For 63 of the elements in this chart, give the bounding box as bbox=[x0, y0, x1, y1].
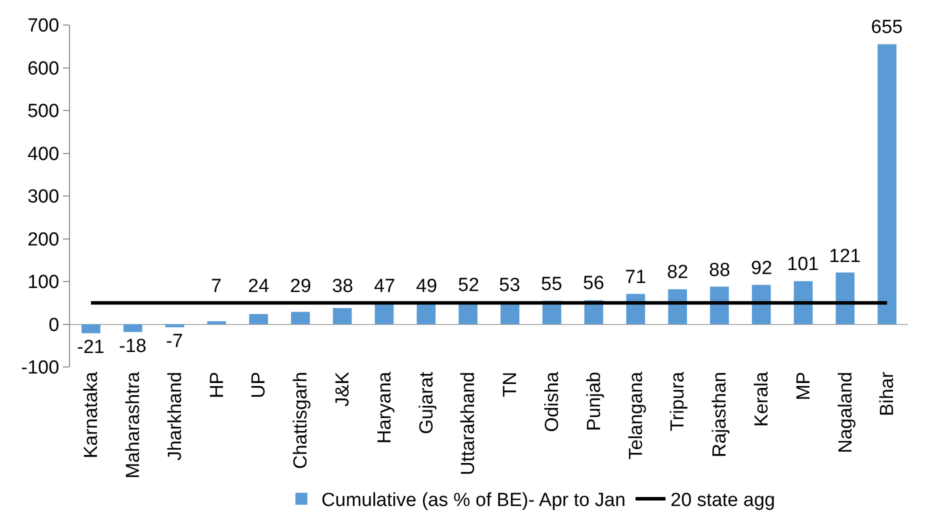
x-tick-label: MP bbox=[793, 372, 814, 400]
data-label: 101 bbox=[787, 254, 819, 275]
x-tick-label: Bihar bbox=[877, 371, 898, 416]
bar bbox=[794, 281, 813, 324]
bar bbox=[82, 324, 100, 334]
y-tick-label: 0 bbox=[48, 314, 60, 336]
data-label: 56 bbox=[583, 273, 604, 294]
x-tick-label: Kerala bbox=[752, 371, 773, 427]
data-label: 7 bbox=[211, 276, 222, 297]
y-tick-label: 500 bbox=[27, 101, 60, 122]
y-tick-label: -100 bbox=[21, 358, 60, 379]
x-tick-label: Uttarakhand bbox=[458, 372, 480, 476]
x-tick-label: Gujarat bbox=[416, 371, 438, 434]
x-tick-label: Telangana bbox=[626, 371, 647, 460]
data-label: 29 bbox=[290, 276, 312, 297]
x-tick-label: Odisha bbox=[542, 371, 564, 432]
x-tick-label: TN bbox=[500, 372, 522, 398]
data-label: -18 bbox=[119, 336, 146, 357]
bar bbox=[416, 303, 436, 324]
x-tick-label: Jharkhand bbox=[164, 372, 186, 461]
bar bbox=[249, 314, 268, 324]
data-label: 55 bbox=[541, 274, 562, 295]
y-tick-label: 400 bbox=[27, 144, 60, 165]
bar bbox=[123, 324, 142, 332]
data-label: -7 bbox=[166, 331, 183, 352]
y-tick-label: 200 bbox=[27, 229, 60, 250]
x-tick-label: Chattisgarh bbox=[290, 372, 312, 469]
x-tick-label: UP bbox=[248, 372, 270, 398]
bar bbox=[374, 304, 394, 324]
bar bbox=[668, 289, 687, 324]
data-label: 655 bbox=[871, 17, 903, 38]
legend-label: Cumulative (as % of BE)- Apr to Jan bbox=[321, 490, 626, 512]
data-label: 121 bbox=[829, 246, 861, 267]
legend-label: 20 state agg bbox=[670, 490, 776, 512]
x-tick-label: Haryana bbox=[374, 371, 396, 444]
bar bbox=[878, 44, 896, 324]
data-label: 53 bbox=[499, 275, 520, 296]
data-label: 92 bbox=[751, 258, 772, 279]
x-tick-label: J&K bbox=[332, 371, 354, 407]
y-tick-label: 700 bbox=[27, 16, 60, 37]
bar bbox=[836, 272, 855, 324]
data-label: 49 bbox=[416, 276, 438, 297]
data-label: 52 bbox=[458, 275, 480, 296]
x-tick-label: Punjab bbox=[584, 372, 605, 431]
x-tick-label: Karnataka bbox=[81, 371, 102, 458]
data-label: -21 bbox=[77, 337, 104, 358]
data-label: 24 bbox=[248, 276, 270, 297]
bar bbox=[291, 312, 310, 324]
x-tick-label: Tripura bbox=[668, 371, 689, 432]
bar bbox=[207, 321, 226, 324]
y-tick-label: 100 bbox=[27, 272, 60, 294]
y-tick-label: 600 bbox=[27, 58, 60, 80]
x-tick-label: HP bbox=[206, 372, 228, 398]
data-label: 71 bbox=[625, 267, 646, 288]
y-tick-label: 300 bbox=[27, 186, 60, 208]
data-label: 47 bbox=[374, 276, 396, 297]
bar bbox=[332, 308, 352, 324]
data-label: 88 bbox=[709, 260, 730, 281]
x-tick-label: Rajasthan bbox=[710, 372, 731, 458]
data-label: 82 bbox=[667, 262, 688, 283]
x-tick-label: Maharashtra bbox=[123, 371, 144, 478]
x-tick-label: Nagaland bbox=[835, 372, 856, 454]
data-label: 38 bbox=[332, 276, 354, 297]
